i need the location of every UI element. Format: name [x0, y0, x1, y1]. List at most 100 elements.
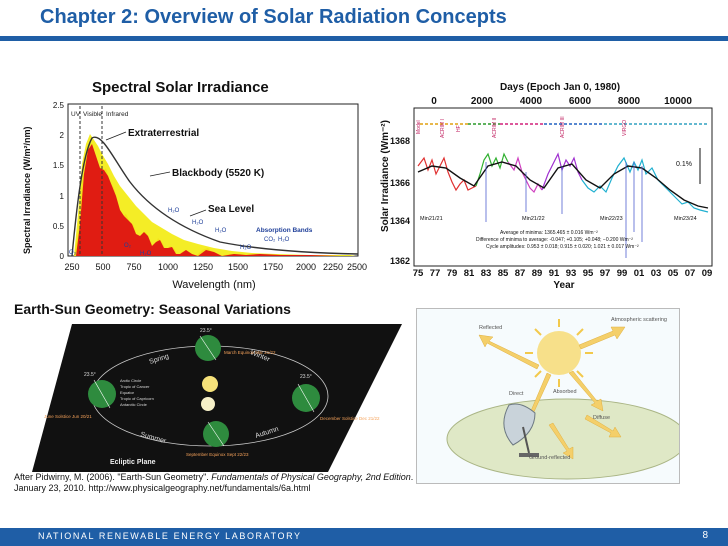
tsi-x-tick: 77 [430, 268, 441, 279]
spectral-x-tick: 2500 [347, 262, 367, 272]
tsi-x-tick: 93 [566, 268, 577, 279]
tsi-y-tick: 1364 [390, 216, 410, 226]
label-absorbed: Absorbed [553, 389, 577, 395]
tsi-plot-frame [413, 107, 713, 267]
spectral-x-ticks: 250 500 750 1000 1250 1500 1750 2000 225… [64, 262, 367, 272]
tsi-x-tick: 91 [549, 268, 560, 279]
tsi-x-ticks: 75 77 79 81 83 85 87 89 91 93 95 97 99 0… [413, 268, 713, 279]
tsi-x-tick: 07 [685, 268, 696, 279]
tsi-x-tick: 97 [600, 268, 611, 279]
minimum-label: Min21/22 [522, 216, 545, 222]
tsi-note-2: Difference of minima to average: -0.047;… [476, 237, 633, 243]
label-atmospheric: Atmospheric scattering [611, 317, 667, 323]
label-extraterrestrial: Extraterrestrial [128, 128, 199, 139]
mol-h2o-4: H₂O [240, 245, 252, 251]
page-number: 8 [702, 530, 708, 541]
extraterrestrial-area [74, 134, 356, 256]
december-solstice-label: December Solstice Dec 21/22 [320, 416, 380, 421]
tsi-x-tick: 99 [617, 268, 628, 279]
tsi-note-1: Average of minima: 1365.465 ± 0.016 Wm⁻² [500, 230, 598, 236]
label-blackbody: Blackbody (5520 K) [172, 168, 264, 179]
instrument-label: ACRIM I [440, 119, 446, 138]
tsi-y-tick: 1362 [390, 256, 410, 266]
tsi-trace-virgo [581, 156, 709, 213]
label-sea-level: Sea Level [208, 204, 254, 215]
band-visible-label: Visible [83, 111, 102, 118]
spectral-x-tick: 750 [126, 262, 141, 272]
earth-sun-geometry-figure: Earth-Sun Geometry: Seasonal Variations … [10, 296, 410, 472]
citation-prefix: After Pidwirny, M. (2006). "Earth-Sun Ge… [14, 472, 212, 482]
spectral-y-tick: 0.5 [53, 222, 65, 231]
september-equinox-label: September Equinox Sept 22/23 [186, 452, 249, 457]
tsi-top-axis-title: Days (Epoch Jan 0, 1980) [500, 82, 620, 93]
sun-icon [202, 376, 218, 392]
slide-title: Chapter 2: Overview of Solar Radiation C… [40, 6, 507, 28]
tsi-x-tick: 89 [532, 268, 543, 279]
tsi-y-tick: 1368 [390, 136, 410, 146]
march-equinox-label: March Equinox Mar 21/22 [224, 350, 276, 355]
spectral-y-tick: 2 [60, 131, 65, 140]
tsi-top-tick: 6000 [569, 96, 592, 107]
spectral-x-tick: 2000 [296, 262, 316, 272]
geometry-header: Earth-Sun Geometry: Seasonal Variations [14, 301, 291, 317]
tsi-x-tick: 01 [634, 268, 645, 279]
tsi-x-tick: 95 [583, 268, 594, 279]
blackbody-pointer [149, 171, 171, 177]
latitude-labels: Arctic Circle Tropic of Cancer Equator T… [120, 378, 154, 407]
tsi-top-tick: 10000 [664, 96, 692, 107]
spectral-y-tick: 0 [60, 252, 65, 261]
ecliptic-plane [32, 324, 402, 472]
mol-h2o-2: H₂O [192, 220, 204, 226]
label-ground-reflected: Ground-reflected [529, 455, 570, 461]
label-reflected: Reflected [479, 325, 502, 331]
tsi-trace-acrim3 [541, 152, 583, 191]
extraterrestrial-pointer [105, 131, 127, 141]
spectral-x-tick: 1750 [263, 262, 283, 272]
tsi-x-tick: 83 [481, 268, 492, 279]
tsi-top-ticks: 0 2000 4000 6000 8000 10000 [431, 96, 692, 107]
tilt-angle-label: 23.5° [300, 374, 312, 380]
earth-june-icon [88, 379, 116, 409]
sea-level-pointer [189, 209, 207, 217]
tsi-trace-composite [417, 161, 709, 209]
tsi-composite-chart: Days (Epoch Jan 0, 1980) 0 2000 4000 600… [380, 82, 713, 291]
mol-h2o-6: H₂O [140, 251, 152, 257]
minimum-label: Min22/23 [600, 216, 623, 222]
latitude-label: Equator [120, 390, 135, 395]
tsi-x-tick: 85 [498, 268, 509, 279]
mol-o3: O₃ [69, 250, 77, 256]
tsi-x-tick: 05 [668, 268, 679, 279]
tsi-instrument-labels: Model ACRIM I HF ACRIM II ACRIM III VIRG… [416, 116, 628, 138]
instrument-label: ACRIM II [492, 118, 498, 138]
spectral-x-tick: 1250 [193, 262, 213, 272]
tsi-composite-figure: Days (Epoch Jan 0, 1980) 0 2000 4000 600… [376, 62, 722, 291]
spectral-y-tick: 1.5 [53, 161, 65, 170]
tsi-x-tick: 09 [702, 268, 713, 279]
label-diffuse: Diffuse [593, 415, 610, 421]
label-direct: Direct [509, 391, 524, 397]
tsi-trace-hf [475, 152, 509, 187]
spectral-x-tick: 500 [95, 262, 110, 272]
figure-citation: After Pidwirny, M. (2006). "Earth-Sun Ge… [14, 472, 444, 493]
tilt-angle-label: 23.5° [84, 372, 96, 378]
spectral-y-ticks: 2.5 2 1.5 1 0.5 0 [53, 101, 65, 261]
latitude-label: Antarctic Circle [120, 402, 148, 407]
footer-bar: NATIONAL RENEWABLE ENERGY LABORATORY 8 [0, 528, 728, 546]
mol-h2o-3: H₂O [215, 228, 227, 234]
latitude-label: Tropic of Capricorn [120, 396, 154, 401]
spectral-x-tick: 1000 [158, 262, 178, 272]
spectral-irradiance-figure: Spectral Solar Irradiance UV Visible Inf… [10, 64, 372, 292]
spectral-x-tick: 1500 [228, 262, 248, 272]
spectral-x-tick: 2250 [323, 262, 343, 272]
earth-march-icon [195, 335, 221, 361]
earth-sun-geometry-diagram: Earth-Sun Geometry: Seasonal Variations … [14, 301, 402, 472]
mol-co2: CO₂ [264, 237, 276, 243]
citation-book: Fundamentals of Physical Geography, 2nd … [211, 472, 411, 482]
tsi-pct-label: 0.1% [676, 161, 692, 168]
minimum-label: Min21/21 [420, 216, 443, 222]
tsi-x-tick: 81 [464, 268, 475, 279]
tsi-dips [485, 162, 643, 258]
mol-h2o-1: H₂O [168, 208, 180, 214]
spectral-y-label: Spectral Irradiance (W/m²/nm) [22, 126, 32, 254]
tsi-x-tick: 87 [515, 268, 526, 279]
